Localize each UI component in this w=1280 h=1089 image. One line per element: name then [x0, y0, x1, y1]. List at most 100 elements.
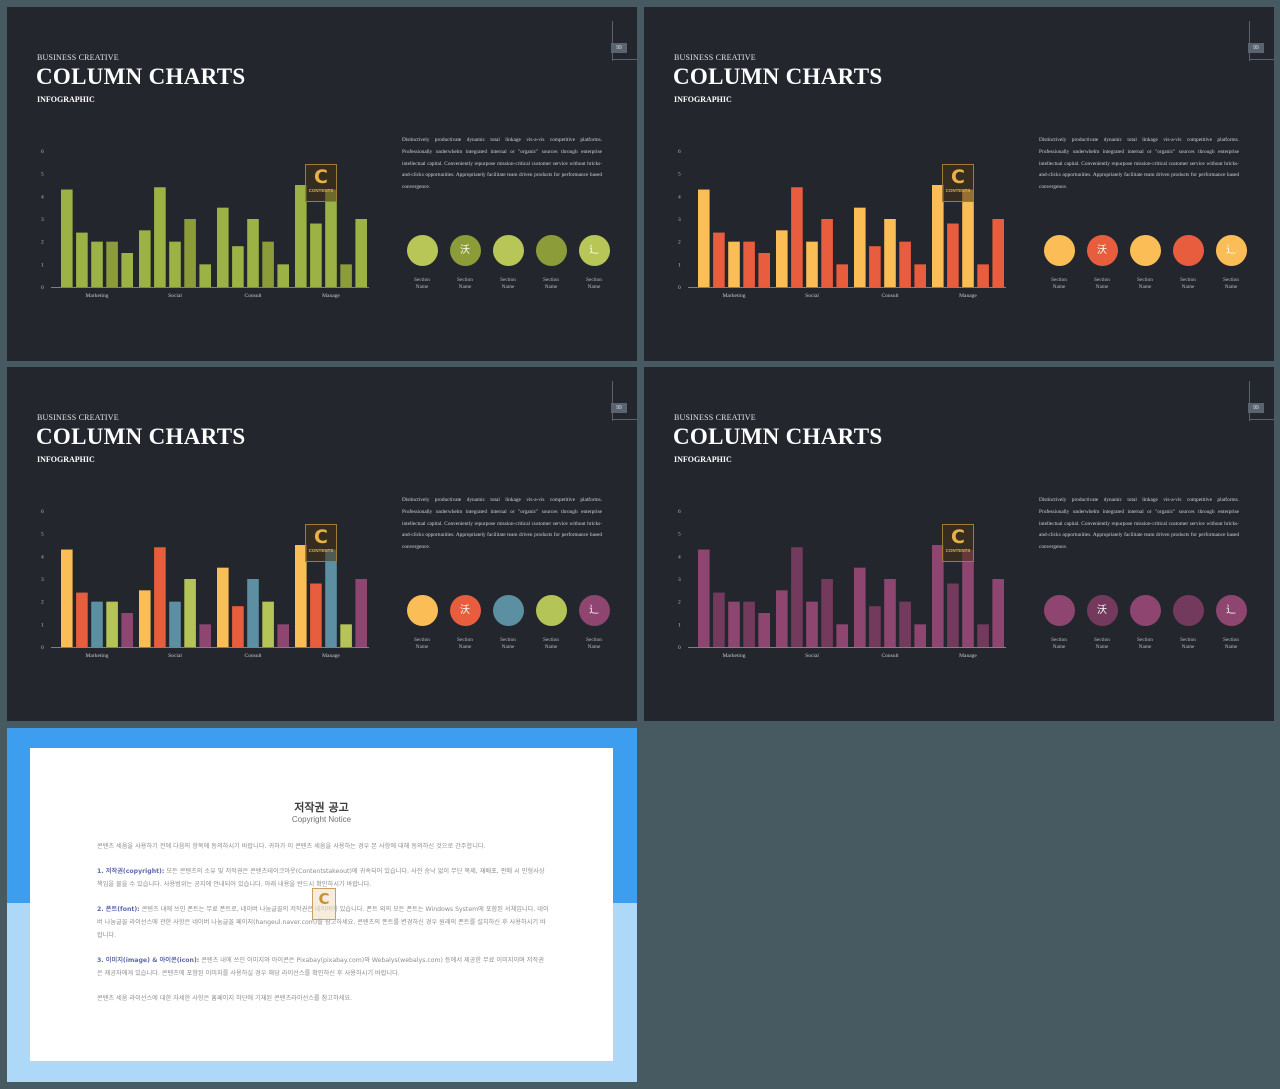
chart-bar: [106, 241, 118, 287]
notice-paragraph-text: 콘텐츠 세움 라이선스에 대한 자세한 사항은 홈페이지 하단에 기재된 콘텐츠…: [97, 995, 353, 1002]
chart-bar: [277, 624, 289, 647]
chart-bar: [277, 264, 289, 287]
slide-3: 99 BUSINESS CREATIVE COLUMN CHARTS INFOGRAP…: [7, 367, 637, 721]
section-circle: 辶: [578, 595, 610, 626]
section-label: Section Name: [1223, 637, 1239, 650]
section-label: Section Name: [586, 277, 602, 290]
y-tick-label: 2: [41, 240, 44, 246]
section-label: Section Name: [1051, 277, 1067, 290]
chart-bar: [869, 246, 881, 287]
chart-bar: [947, 223, 959, 287]
section-label: Section Name: [1051, 637, 1067, 650]
chart-bar: [139, 590, 151, 647]
x-tick-label: Marketing: [723, 293, 746, 299]
y-tick-label: 0: [41, 645, 44, 651]
y-tick-label: 3: [41, 217, 44, 223]
chart-bar: [325, 549, 337, 647]
y-tick-label: 1: [41, 622, 44, 628]
section-circle: [492, 235, 524, 266]
slide-description: Distinctively productivate dynamic total…: [1039, 137, 1239, 191]
chart-bar: [199, 264, 211, 287]
y-tick-label: 0: [678, 645, 681, 651]
chart-bar: [121, 253, 133, 287]
chart-bar: [758, 613, 770, 647]
section-item: Section Name: [1168, 595, 1208, 651]
section-item: Section Name: [1168, 235, 1208, 291]
y-tick-label: 1: [41, 262, 44, 268]
section-item: Section Name: [531, 235, 571, 291]
section-circle: [535, 235, 567, 266]
slide-kicker: BUSINESS CREATIVE: [674, 413, 756, 422]
watermark-letter: C: [314, 166, 328, 188]
x-tick-label: Marketing: [86, 653, 109, 659]
notice-paragraph-heading: 1. 저작권(copyright):: [97, 868, 165, 875]
slide-kicker: BUSINESS CREATIVE: [37, 53, 119, 62]
page-marker-line: [1249, 21, 1250, 61]
y-tick-label: 5: [41, 172, 44, 178]
chart-bar: [899, 601, 911, 647]
y-tick-label: 4: [41, 194, 44, 200]
section-circle: [406, 235, 438, 266]
chart-bar: [932, 185, 944, 287]
notice-paragraph: 3. 이미지(image) & 아이콘(icon): 콘텐츠 내에 쓰인 이미지…: [97, 954, 549, 980]
notice-paragraph-text: 콘텐츠 내에 쓰인 폰트는 무료 폰트로, 네이버 나눔글꼴의 저작권은 네이버…: [97, 906, 549, 939]
section-item: Section Name: [402, 595, 442, 651]
chart-bar: [184, 219, 196, 287]
chart-bar: [91, 601, 103, 647]
chart-bar: [854, 207, 866, 287]
section-label: Section Name: [586, 637, 602, 650]
section-circles: Section Name 沃 Section Name Section Name Sec…: [1039, 235, 1249, 295]
section-label: Section Name: [414, 277, 430, 290]
section-label: Section Name: [457, 277, 473, 290]
chart-bar: [806, 601, 818, 647]
section-item: 辶 Section Name: [574, 235, 614, 291]
y-tick-label: 3: [678, 577, 681, 583]
chart-bar: [310, 223, 322, 287]
chart-bar: [869, 606, 881, 647]
section-circles: Section Name 沃 Section Name Section Name Sec…: [402, 235, 612, 295]
section-label: Section Name: [1137, 277, 1153, 290]
y-tick-label: 1: [678, 262, 681, 268]
chart-bar: [992, 579, 1004, 647]
chart-bar: [821, 579, 833, 647]
chart-bar: [743, 601, 755, 647]
section-circles: Section Name 沃 Section Name Section Name Sec…: [402, 595, 612, 655]
y-tick-label: 6: [41, 509, 44, 515]
y-tick-label: 4: [41, 554, 44, 560]
chart-bar: [698, 549, 710, 647]
x-tick-label: Consult: [244, 653, 262, 659]
section-circle: 辶: [578, 235, 610, 266]
section-circle: 沃: [449, 235, 481, 266]
section-label: Section Name: [1223, 277, 1239, 290]
x-tick-label: Marketing: [86, 293, 109, 299]
chart-bar: [91, 241, 103, 287]
slide-subtitle: INFOGRAPHIC: [674, 455, 732, 464]
slide-description: Distinctively productivate dynamic total…: [402, 497, 602, 551]
section-label: Section Name: [1180, 277, 1196, 290]
y-tick-label: 6: [678, 509, 681, 515]
section-item: Section Name: [488, 595, 528, 651]
chart-bar: [355, 219, 367, 287]
x-tick-label: Manage: [959, 653, 977, 659]
section-circle: [1043, 595, 1075, 626]
chart-bar: [199, 624, 211, 647]
y-tick-label: 3: [41, 577, 44, 583]
chart-bar: [106, 601, 118, 647]
chart-bar: [340, 624, 352, 647]
copyright-notice-slide: 저작권 공고 Copyright Notice 콘텐츠 세움을 사용하기 전에 …: [7, 728, 637, 1082]
chart-bar: [728, 241, 740, 287]
chart-bar: [340, 264, 352, 287]
section-label: Section Name: [500, 277, 516, 290]
page-marker-line: [1249, 419, 1274, 420]
watermark-logo: C CONTENTS: [305, 524, 337, 562]
y-tick-label: 5: [41, 532, 44, 538]
page-marker-line: [612, 21, 613, 61]
section-item: Section Name: [531, 595, 571, 651]
chart-bar: [154, 547, 166, 647]
watermark-logo: C CONTENTS: [305, 164, 337, 202]
slide-title: COLUMN CHARTS: [36, 424, 246, 449]
section-circle: [1172, 595, 1204, 626]
page-number: 99: [611, 403, 627, 413]
y-tick-label: 4: [678, 554, 681, 560]
chart-bar: [232, 606, 244, 647]
